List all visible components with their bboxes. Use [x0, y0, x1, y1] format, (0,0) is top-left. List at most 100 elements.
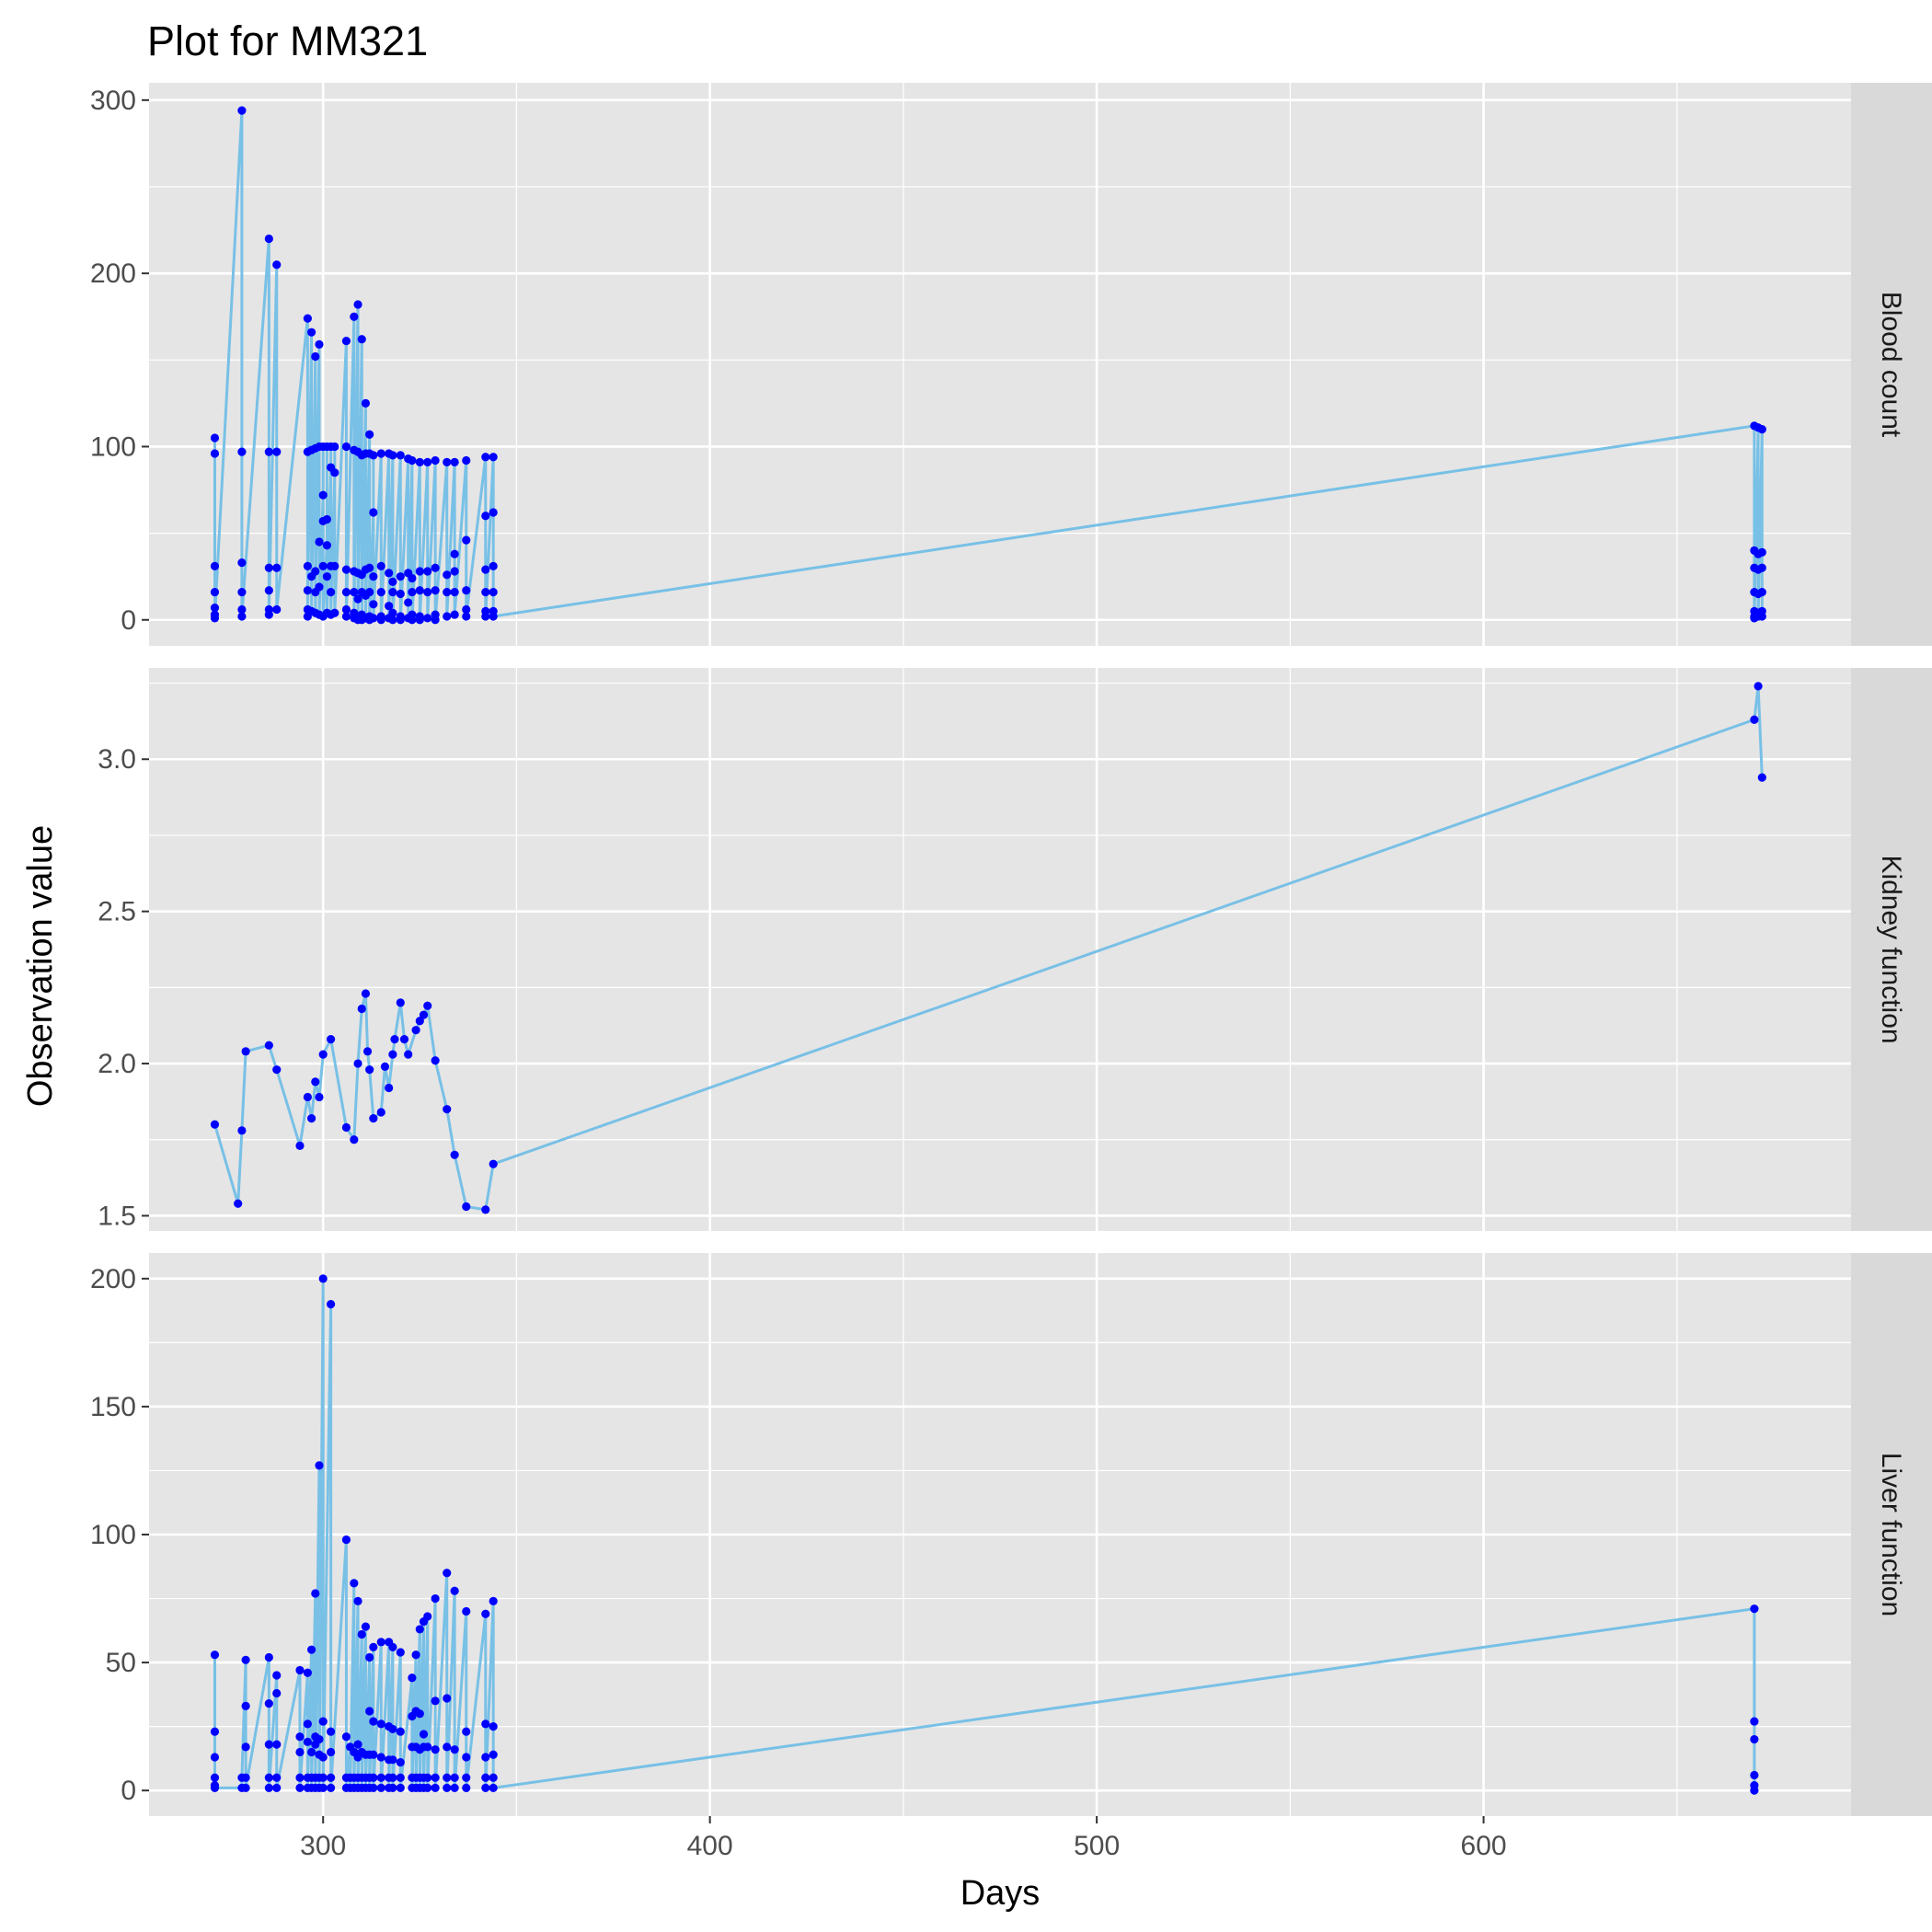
data-point: [388, 1773, 397, 1782]
data-point: [396, 1727, 405, 1736]
data-point: [1757, 547, 1766, 557]
data-point: [234, 1199, 243, 1208]
data-point: [353, 1596, 362, 1605]
data-point: [404, 598, 413, 607]
data-point: [341, 612, 351, 621]
data-point: [237, 588, 247, 597]
x-tick-label: 300: [300, 1831, 346, 1861]
data-point: [353, 1740, 362, 1749]
panel-background: [149, 668, 1851, 1231]
data-point: [443, 457, 452, 466]
data-point: [388, 1050, 397, 1059]
data-point: [318, 1274, 328, 1283]
data-point: [341, 565, 351, 574]
data-point: [396, 615, 405, 625]
data-point: [376, 1753, 385, 1762]
data-point: [443, 612, 452, 621]
series-line: [213, 684, 1764, 1212]
data-point: [450, 567, 459, 576]
data-point: [404, 1050, 413, 1059]
data-point: [318, 561, 328, 570]
data-point: [481, 565, 490, 574]
data-point: [489, 612, 498, 621]
data-point: [423, 1773, 432, 1782]
data-point: [272, 1065, 282, 1075]
data-point: [295, 1773, 305, 1782]
data-point: [322, 514, 332, 524]
y-axis-title: Observation value: [21, 825, 60, 1107]
data-point: [1750, 1604, 1759, 1614]
data-point: [450, 1586, 459, 1595]
data-point: [369, 1773, 378, 1782]
data-point: [431, 1773, 440, 1782]
data-point: [272, 447, 282, 456]
data-point: [415, 1017, 424, 1026]
data-point: [295, 1783, 305, 1792]
data-point: [481, 1773, 490, 1782]
data-point: [408, 588, 417, 597]
data-point: [306, 1747, 316, 1757]
y-tick-label: 150: [90, 1392, 136, 1422]
data-point: [315, 1461, 324, 1470]
data-point: [264, 1740, 273, 1749]
data-point: [295, 1732, 305, 1742]
data-point: [462, 1753, 471, 1762]
data-point: [365, 1065, 374, 1075]
data-point: [318, 1783, 328, 1792]
data-point: [341, 1732, 351, 1742]
y-tick-label: 2.0: [98, 1049, 136, 1079]
data-point: [481, 512, 490, 521]
data-point: [350, 1579, 359, 1588]
data-point: [388, 608, 397, 617]
data-point: [264, 1041, 273, 1050]
data-point: [341, 336, 351, 346]
data-point: [450, 457, 459, 466]
data-point: [210, 1727, 220, 1736]
data-point: [388, 1783, 397, 1792]
data-point: [315, 1734, 324, 1744]
data-point: [443, 570, 452, 580]
data-point: [399, 1034, 409, 1044]
data-point: [311, 1077, 320, 1087]
data-point: [462, 604, 471, 615]
data-point: [415, 457, 424, 466]
data-point: [462, 1202, 471, 1212]
data-point: [264, 1783, 273, 1792]
data-point: [295, 1747, 305, 1757]
data-point: [431, 1056, 440, 1065]
data-point: [369, 1114, 378, 1123]
data-point: [357, 1004, 366, 1014]
data-point: [303, 314, 312, 323]
data-point: [1757, 563, 1766, 572]
data-point: [431, 1783, 440, 1792]
data-point: [369, 1717, 378, 1726]
facet-panel: 0 100 200 300 Blood count: [90, 83, 1932, 646]
data-point: [315, 582, 324, 592]
data-point: [462, 1783, 471, 1792]
data-point: [322, 541, 332, 550]
data-point: [396, 1773, 405, 1782]
data-point: [431, 1745, 440, 1754]
data-point: [376, 1773, 385, 1782]
x-tick-label: 500: [1074, 1831, 1120, 1861]
data-point: [481, 1205, 490, 1214]
data-point: [408, 615, 417, 625]
data-point: [241, 1742, 250, 1752]
data-point: [303, 1737, 312, 1746]
data-point: [489, 1722, 498, 1731]
facet-strip-label: Liver function: [1876, 1453, 1906, 1616]
data-point: [388, 588, 397, 597]
data-point: [237, 612, 247, 621]
data-point: [423, 588, 432, 597]
data-point: [318, 1050, 328, 1059]
data-point: [376, 588, 385, 597]
data-point: [241, 1701, 250, 1710]
data-point: [431, 563, 440, 572]
data-point: [388, 615, 397, 625]
panel-background: [149, 83, 1851, 646]
data-point: [311, 351, 320, 362]
data-point: [350, 1135, 359, 1144]
data-point: [380, 1062, 390, 1071]
data-point: [264, 1773, 273, 1782]
